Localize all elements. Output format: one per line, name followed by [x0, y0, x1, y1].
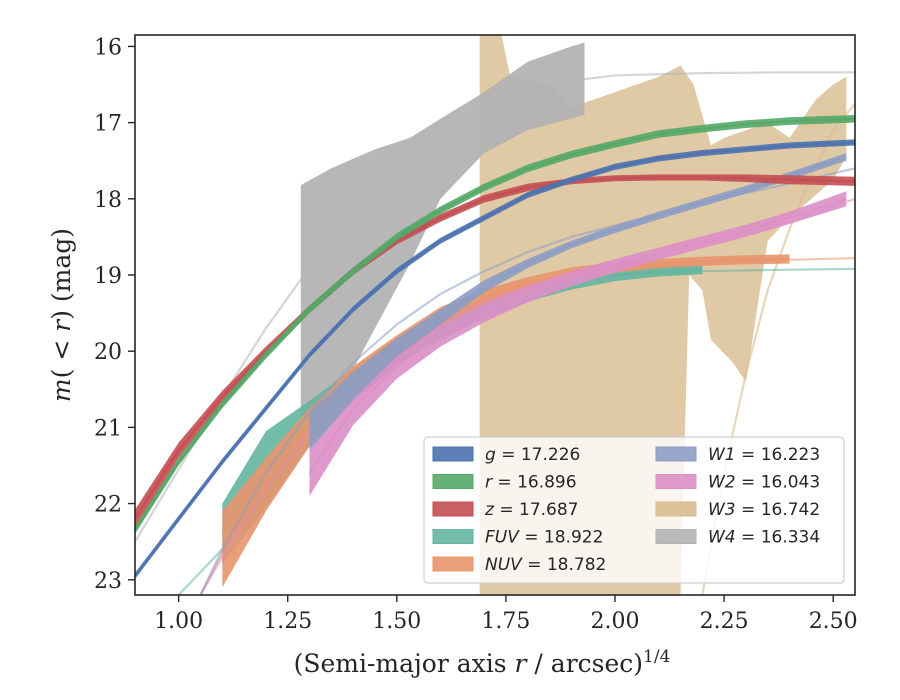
series-g-line: [135, 141, 855, 577]
legend-swatch-w4: [655, 529, 697, 544]
legend-label-w1: W1 = 16.223: [708, 445, 820, 465]
legend-mag-fuv: 18.922: [544, 528, 603, 548]
legend-swatch-r: [432, 474, 474, 489]
legend-swatch-w3: [655, 501, 697, 517]
legend-entry-w1: W1 = 16.223: [655, 445, 820, 465]
legend-eq-w4: =: [736, 528, 761, 548]
y-tick-label: 17: [94, 112, 122, 137]
legend-mag-w3: 16.742: [761, 500, 820, 520]
series-w2: [199, 191, 855, 595]
legend-band-nuv: NUV: [485, 555, 523, 575]
legend-label-w4: W4 = 16.334: [708, 528, 820, 548]
legend-entry-w2: W2 = 16.043: [655, 473, 820, 493]
legend-swatch-w2: [655, 474, 697, 489]
y-axis-label-unit: (mag): [47, 228, 76, 310]
y-axis-label: m( < r) (mag): [47, 228, 76, 402]
series-g: [135, 139, 855, 579]
legend-entry-fuv: FUV = 18.922: [432, 528, 603, 548]
series-z-line: [135, 176, 855, 520]
y-axis-label-var: r: [47, 318, 76, 332]
x-axis-label-var: r: [515, 649, 529, 678]
series-z: [135, 174, 855, 528]
legend-eq-g: =: [496, 445, 521, 465]
x-axis-label: (Semi-major axis r / arcsec)1/4: [294, 647, 671, 678]
y-tick-label: 19: [94, 264, 122, 289]
legend-label-w3: W3 = 16.742: [708, 500, 820, 520]
legend-band-w4: W4: [708, 528, 736, 548]
y-tick-label: 20: [94, 340, 122, 365]
y-tick-label: 16: [94, 35, 122, 60]
series-w2-band: [309, 191, 847, 496]
legend-swatch-z: [432, 501, 474, 517]
legend-entry-z: z = 17.687: [432, 500, 578, 520]
legend-mag-w4: 16.334: [761, 528, 820, 548]
legend-mag-w1: 16.223: [761, 445, 820, 465]
legend-eq-w2: =: [736, 473, 761, 493]
legend-entry-nuv: NUV = 18.782: [432, 555, 606, 575]
y-tick-label: 23: [94, 569, 122, 594]
legend-mag-r: 16.896: [517, 473, 576, 493]
x-tick-label: 1.50: [372, 609, 421, 634]
series-w2-line: [308, 197, 847, 474]
x-axis-label-tail: / arcsec): [526, 649, 643, 678]
plot-frame: [134, 34, 856, 596]
y-axis-label-lt: <: [47, 332, 76, 369]
legend-label-fuv: FUV = 18.922: [485, 528, 603, 548]
legend: g = 17.226 r = 16.896 z = 17.687 FUV = 18.9…: [423, 436, 845, 584]
legend-swatch-w1: [655, 446, 697, 462]
x-tick-label: 1.75: [481, 609, 530, 634]
y-tick-label: 18: [94, 188, 122, 213]
legend-entry-w4: W4 = 16.334: [655, 528, 820, 548]
legend-band-fuv: FUV: [485, 528, 520, 548]
legend-swatch-nuv: [432, 556, 474, 572]
legend-band-g: g: [485, 445, 496, 465]
x-axis-label-exponent: 1/4: [643, 647, 670, 667]
axes: 1.00 1.25 1.50 1.75 2.00 2.25 2.50 16 17 18 19 20 21…: [94, 35, 858, 634]
y-axis-label-m: m: [47, 378, 76, 402]
legend-label-z: z = 17.687: [484, 500, 578, 520]
series-r-line: [135, 117, 855, 531]
legend-mag-z: 17.687: [519, 500, 578, 520]
legend-eq-nuv: =: [522, 555, 547, 575]
y-axis-label-close: ): [47, 310, 76, 320]
legend-entry-w3: W3 = 16.742: [655, 500, 820, 520]
legend-entry-r: r = 16.896: [432, 473, 577, 493]
legend-eq-z: =: [494, 500, 519, 520]
series-w1-line: [308, 155, 847, 432]
y-tick-label: 21: [94, 416, 122, 441]
series-w1: [199, 153, 855, 595]
legend-mag-nuv: 18.782: [547, 555, 606, 575]
legend-swatch-fuv: [432, 529, 474, 544]
legend-entry-g: g = 17.226: [432, 445, 580, 465]
x-tick-label: 1.00: [154, 609, 203, 634]
legend-swatch-g: [432, 446, 474, 462]
legend-eq-r: =: [492, 473, 517, 493]
x-axis-label-lead: (Semi-major axis: [294, 649, 515, 678]
legend-band-w1: W1: [708, 445, 736, 465]
series-r: [135, 115, 855, 534]
legend-eq-fuv: =: [519, 528, 544, 548]
x-tick-label: 1.25: [263, 609, 312, 634]
legend-label-r: r = 16.896: [485, 473, 577, 493]
legend-mag-w2: 16.043: [761, 473, 820, 493]
legend-band-z: z: [484, 500, 495, 520]
legend-label-w2: W2 = 16.043: [708, 473, 820, 493]
legend-band-w3: W3: [708, 500, 736, 520]
legend-mag-g: 17.226: [521, 445, 580, 465]
x-tick-label: 2.25: [700, 609, 749, 634]
y-tick-label: 22: [94, 493, 122, 518]
legend-box: [423, 436, 845, 584]
y-axis-label-open: (: [47, 369, 76, 379]
legend-eq-w1: =: [736, 445, 761, 465]
legend-band-w2: W2: [708, 473, 736, 493]
legend-eq-w3: =: [736, 500, 761, 520]
legend-label-nuv: NUV = 18.782: [485, 555, 606, 575]
legend-label-g: g = 17.226: [485, 445, 580, 465]
x-tick-label: 2.00: [591, 609, 640, 634]
x-tick-label: 2.50: [809, 609, 858, 634]
legend-band-r: r: [485, 473, 493, 493]
